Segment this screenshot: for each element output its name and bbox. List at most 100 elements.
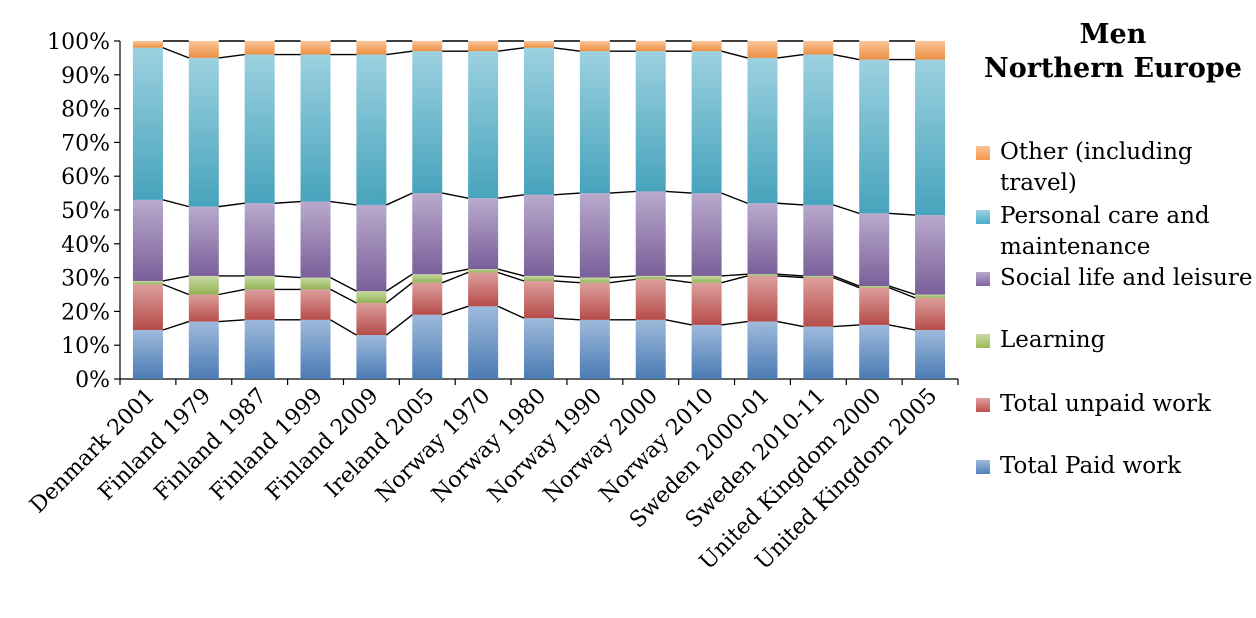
bar-segment-other-including-travel-united-kingdom-2000 — [859, 41, 890, 60]
bar-segment-learning-norway-2010 — [691, 275, 722, 283]
series-line-1 — [665, 278, 692, 284]
series-line-0 — [889, 324, 916, 331]
bar-segment-total-unpaid-work-norway-1970 — [468, 272, 499, 307]
legend-swatch-paid-work — [976, 460, 990, 474]
bar-segment-total-paid-work-finland-1979 — [188, 321, 219, 379]
series-line-3 — [553, 192, 580, 196]
series-line-2 — [274, 275, 301, 279]
bar-segment-total-unpaid-work-norway-1990 — [579, 282, 610, 320]
legend-swatch-personal-care — [976, 210, 990, 224]
series-line-1 — [833, 276, 860, 289]
series-line-3 — [833, 204, 860, 215]
series-line-1 — [777, 275, 804, 279]
series-line-1 — [609, 278, 636, 284]
bar-segment-other-including-travel-finland-2009 — [356, 41, 387, 55]
bar-segment-social-life-and-leisure-sweden-2000-01 — [747, 203, 778, 275]
stacked-bar-chart: 0%10%20%30%40%50%60%70%80%90%100%Denmark… — [25, 30, 959, 575]
series-line-4 — [498, 47, 525, 52]
series-line-2 — [777, 273, 804, 277]
bar-segment-learning-denmark-2001 — [132, 280, 163, 285]
bar-segment-personal-care-and-maintenance-norway-2010 — [691, 51, 722, 194]
series-line-0 — [777, 320, 804, 328]
legend-swatch-learning — [976, 334, 990, 348]
series-line-1 — [721, 275, 748, 284]
chart-title-line-2: Northern Europe — [984, 53, 1242, 84]
bar-segment-total-paid-work-finland-1999 — [300, 319, 331, 379]
series-line-1 — [888, 287, 916, 299]
bar-segment-total-paid-work-norway-1990 — [579, 319, 610, 379]
bar-segment-total-paid-work-united-kingdom-2005 — [915, 329, 946, 379]
bar-segment-social-life-and-leisure-finland-1987 — [244, 203, 275, 276]
bar-segment-learning-norway-2000 — [635, 275, 666, 280]
series-line-4 — [833, 53, 860, 61]
series-line-2 — [442, 268, 469, 275]
bar-segment-personal-care-and-maintenance-finland-2009 — [356, 54, 387, 205]
series-line-2 — [721, 273, 748, 277]
series-line-1 — [497, 271, 525, 282]
series-line-2 — [609, 275, 636, 279]
series-line-0 — [330, 319, 357, 336]
bar-segment-learning-united-kingdom-2000 — [859, 286, 890, 288]
bar-segment-total-unpaid-work-sweden-2000-01 — [747, 275, 778, 322]
series-line-1 — [385, 282, 413, 304]
bar-segment-total-unpaid-work-denmark-2001 — [132, 284, 163, 330]
y-tick-label: 50% — [61, 199, 110, 224]
series-line-4 — [162, 47, 190, 59]
series-line-0 — [162, 320, 190, 331]
chart-title-line-1: Men — [1079, 19, 1147, 50]
bar-segment-social-life-and-leisure-united-kingdom-2005 — [915, 215, 946, 295]
bar-segment-learning-finland-1987 — [244, 275, 275, 290]
bar-segment-total-paid-work-norway-2000 — [635, 319, 666, 379]
series-line-0 — [442, 305, 469, 316]
bar-segment-other-including-travel-finland-1987 — [244, 41, 275, 55]
bar-segment-other-including-travel-finland-1979 — [188, 41, 219, 58]
series-line-4 — [218, 53, 245, 59]
series-line-0 — [721, 320, 748, 326]
y-tick-label: 30% — [61, 267, 110, 292]
bar-segment-total-paid-work-norway-2010 — [691, 324, 722, 379]
bar-segment-social-life-and-leisure-norway-1980 — [524, 194, 554, 276]
series-line-2 — [833, 275, 860, 287]
bar-segment-other-including-travel-sweden-2010-11 — [803, 41, 834, 55]
series-line-0 — [218, 319, 245, 323]
bar-segment-learning-finland-1979 — [188, 275, 219, 295]
series-line-3 — [218, 202, 245, 208]
bar-segment-total-paid-work-ireland-2005 — [412, 314, 443, 379]
bar-segment-learning-ireland-2005 — [412, 274, 443, 283]
bar-segment-total-unpaid-work-norway-2000 — [635, 279, 666, 320]
bar-segment-total-unpaid-work-finland-1979 — [188, 294, 219, 322]
y-tick-label: 80% — [61, 98, 110, 123]
bar-segment-other-including-travel-norway-2000 — [635, 41, 666, 52]
bar-segment-social-life-and-leisure-finland-2009 — [356, 204, 387, 292]
bar-segment-other-including-travel-sweden-2000-01 — [747, 41, 778, 58]
bar-segment-learning-norway-1990 — [579, 277, 610, 283]
bar-segment-learning-norway-1980 — [524, 275, 554, 281]
bar-segment-social-life-and-leisure-denmark-2001 — [132, 199, 163, 281]
y-tick-label: 10% — [61, 334, 110, 359]
legend-label-unpaid-work: Total unpaid work — [1000, 391, 1211, 417]
series-line-2 — [162, 275, 189, 282]
bar-segment-learning-norway-1970 — [468, 269, 499, 273]
bar-segment-social-life-and-leisure-united-kingdom-2000 — [859, 213, 890, 287]
bar-segment-personal-care-and-maintenance-united-kingdom-2005 — [915, 59, 946, 216]
bar-segment-personal-care-and-maintenance-finland-1979 — [188, 57, 219, 207]
bar-segment-social-life-and-leisure-norway-1970 — [468, 198, 499, 270]
series-line-3 — [609, 190, 636, 194]
series-line-2 — [888, 285, 916, 296]
bar-segment-learning-sweden-2000-01 — [747, 274, 778, 276]
series-line-3 — [498, 194, 525, 199]
series-line-3 — [665, 190, 692, 194]
bar-segment-total-unpaid-work-ireland-2005 — [412, 282, 443, 315]
y-tick-label: 0% — [75, 368, 110, 393]
series-line-1 — [218, 288, 245, 296]
bar-segment-learning-united-kingdom-2005 — [915, 294, 946, 298]
series-line-2 — [497, 268, 525, 277]
bar-segment-total-paid-work-norway-1970 — [468, 306, 499, 379]
series-line-1 — [553, 280, 580, 284]
series-line-3 — [274, 200, 301, 204]
series-line-3 — [330, 200, 357, 206]
bar-segment-other-including-travel-finland-1999 — [300, 41, 331, 55]
bar-segment-other-including-travel-united-kingdom-2005 — [915, 41, 946, 60]
bar-segment-total-unpaid-work-norway-1980 — [524, 280, 554, 319]
series-line-2 — [553, 275, 580, 279]
